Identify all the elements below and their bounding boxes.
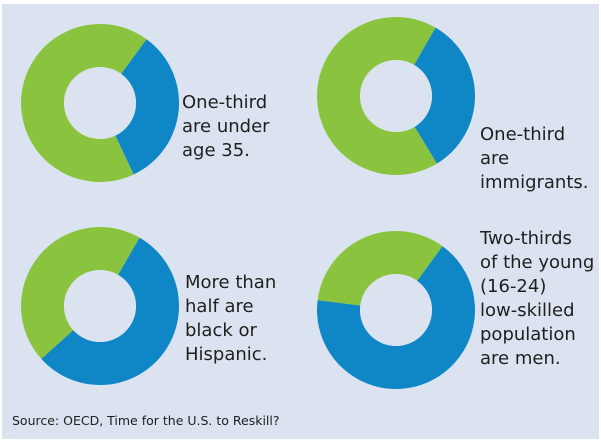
donut-slice-green: [317, 231, 443, 306]
donut-hole: [360, 274, 432, 346]
donut-hole: [64, 270, 136, 342]
donut-hole: [360, 60, 432, 132]
infographic-panel: One-third are under age 35. One-third ar…: [2, 4, 599, 439]
donut-slice-blue: [414, 27, 475, 164]
donut-chart-black-hispanic: [21, 227, 180, 385]
caption-young-men: Two-thirds of the young (16-24) low-skil…: [480, 228, 595, 369]
donut-chart-under-35: [21, 24, 180, 183]
caption-immigrants: One-third are immigrants.: [480, 124, 589, 193]
donut-slice-green: [21, 24, 147, 183]
donut-hole: [64, 67, 136, 139]
source-note: Source: OECD, Time for the U.S. to Reski…: [12, 413, 280, 428]
donut-chart-immigrants: [317, 17, 475, 175]
caption-under-35: One-third are under age 35.: [182, 92, 270, 161]
donut-chart-young-men: [317, 231, 475, 389]
donut-slice-green: [317, 17, 437, 175]
donut-slice-blue: [317, 246, 475, 389]
donut-slice-green: [21, 227, 140, 359]
donut-slice-blue: [41, 237, 180, 385]
caption-black-hispanic: More than half are black or Hispanic.: [185, 272, 277, 365]
donut-slice-blue: [115, 39, 180, 175]
